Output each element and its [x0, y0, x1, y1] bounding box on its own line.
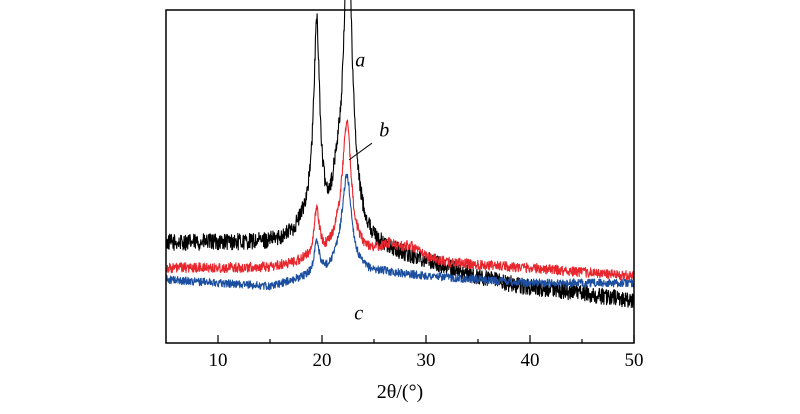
x-tick-label-20: 20 — [313, 350, 332, 371]
x-tick-label-10: 10 — [209, 350, 228, 371]
x-tick-label-50: 50 — [625, 350, 644, 371]
series-line-b — [165, 119, 635, 281]
label-b-leader-line — [348, 142, 373, 161]
x-tick-label-30: 30 — [417, 350, 436, 371]
series-label-a: a — [355, 50, 365, 72]
plot-frame — [165, 9, 635, 344]
tick-layer: 10 20 30 40 50 — [209, 335, 644, 371]
series-line-a — [165, 0, 635, 308]
series-layer — [165, 0, 635, 308]
x-tick-label-40: 40 — [521, 350, 540, 371]
label-layer: a b c — [348, 50, 389, 325]
series-label-b: b — [379, 120, 389, 142]
x-axis-title: 2θ/(°) — [377, 381, 423, 403]
series-line-c — [165, 173, 635, 291]
series-label-c: c — [354, 303, 363, 325]
